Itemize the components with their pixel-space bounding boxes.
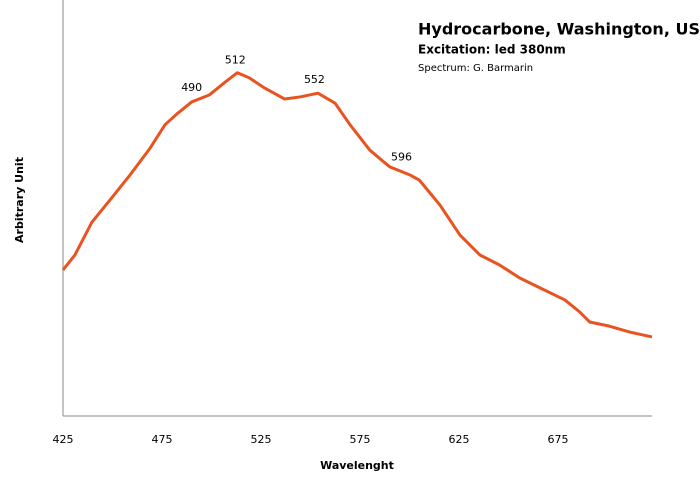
x-tick-label: 475 (151, 433, 172, 446)
y-axis-title: Arbitrary Unit (13, 157, 26, 243)
chart-title: Hydrocarbone, Washington, USA (418, 20, 700, 39)
peak-label: 596 (391, 151, 412, 164)
peak-label: 552 (304, 73, 325, 86)
x-tick-label: 575 (349, 433, 370, 446)
peak-label: 490 (181, 81, 202, 94)
peak-label: 512 (225, 53, 246, 66)
x-tick-label: 525 (250, 433, 271, 446)
x-tick-label: 425 (53, 433, 74, 446)
chart-subtitle: Excitation: led 380nm (418, 43, 566, 57)
x-axis-title: Wavelenght (320, 459, 394, 472)
x-tick-label: 625 (448, 433, 469, 446)
credit: Spectrum: G. Barmarin (418, 63, 533, 74)
spectrum-line (61, 71, 653, 339)
x-tick-label: 675 (547, 433, 568, 446)
